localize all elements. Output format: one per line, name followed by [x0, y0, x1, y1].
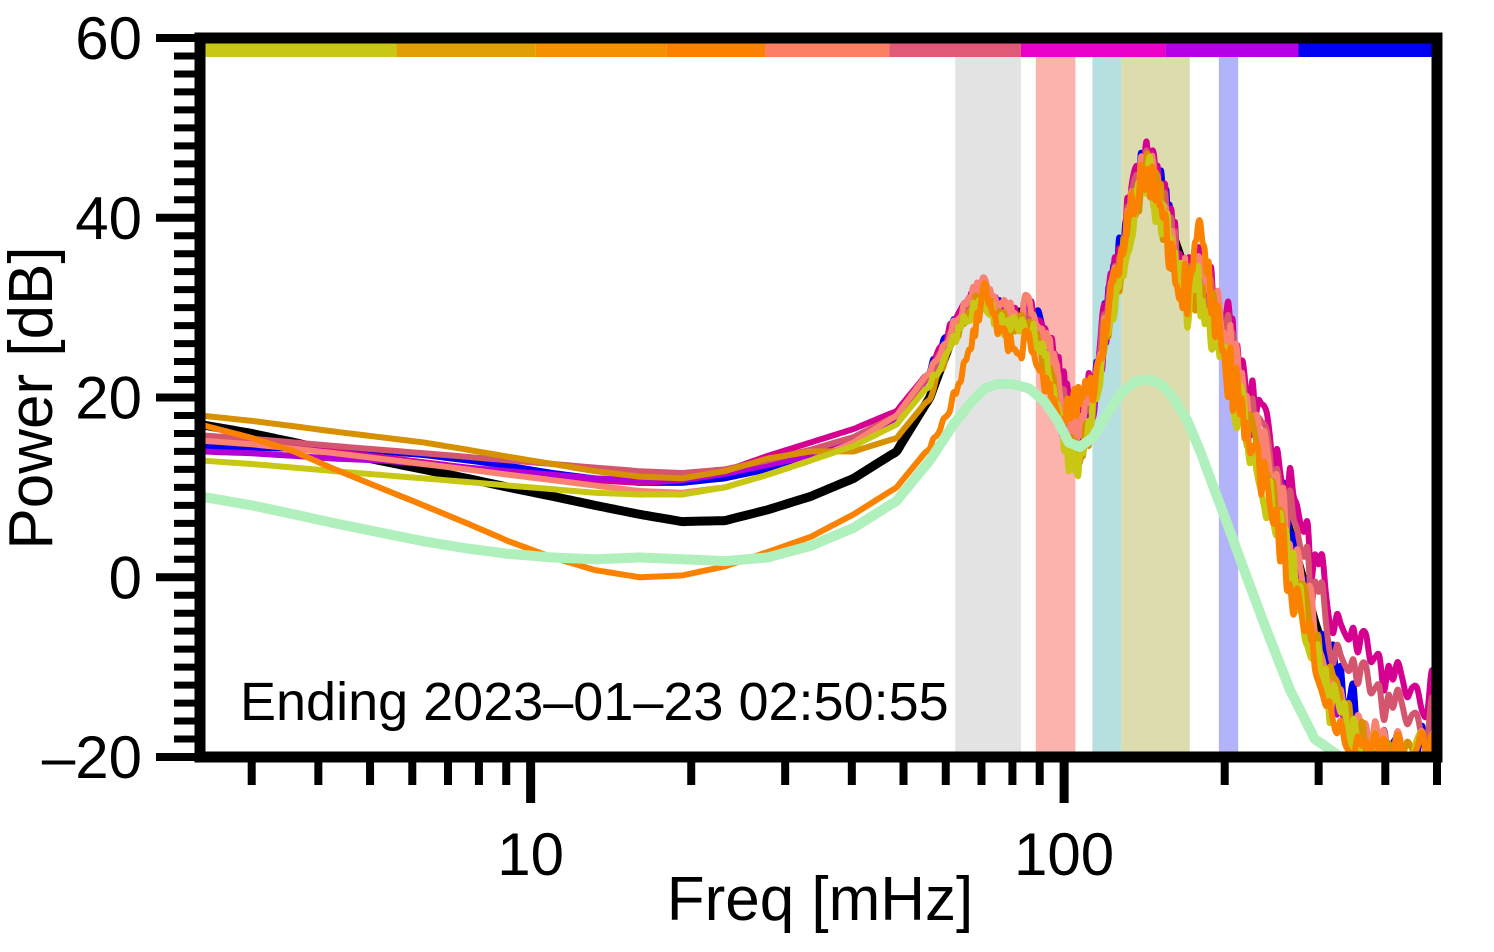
x-axis-label: Freq [mHz] — [667, 865, 974, 934]
shaded-bands-group — [955, 43, 1239, 757]
y-axis-ticks — [156, 34, 195, 761]
plot-frame — [194, 32, 1443, 763]
y-tick-label: 60 — [75, 5, 142, 72]
top-colorbar — [200, 43, 1437, 57]
colorbar-segment-2 — [535, 43, 667, 57]
x-tick-label: 10 — [497, 821, 564, 888]
colorbar-segment-5 — [889, 43, 1021, 57]
colorbar-segment-7 — [1165, 43, 1299, 57]
y-tick-label: 20 — [75, 365, 142, 432]
band-gray — [955, 43, 1021, 757]
colorbar-segment-6 — [1020, 43, 1166, 57]
colorbar-segment-3 — [666, 43, 766, 57]
x-axis-tick-labels: 10 100 — [497, 821, 1114, 888]
colorbar-segment-1 — [396, 43, 536, 57]
colorbar-segment-4 — [765, 43, 890, 57]
series-curve-salmon — [200, 152, 1437, 757]
spectrum-curves-group — [200, 138, 1437, 757]
colorbar-segment-8 — [1298, 43, 1437, 57]
series-curve-lightgreen — [200, 374, 1437, 757]
x-axis-ticks — [247, 762, 1441, 803]
y-tick-label: 0 — [109, 544, 142, 611]
colorbar-segment-0 — [200, 43, 397, 57]
y-tick-label: 40 — [75, 185, 142, 252]
y-axis-label: Power [dB] — [0, 246, 66, 549]
ending-timestamp-annotation: Ending 2023‒01‒23 02:50:55 — [240, 672, 949, 732]
y-tick-label: ‒20 — [42, 724, 142, 791]
x-tick-label: 100 — [1014, 821, 1114, 888]
y-axis-tick-labels: ‒20 0 20 40 60 — [42, 5, 142, 791]
